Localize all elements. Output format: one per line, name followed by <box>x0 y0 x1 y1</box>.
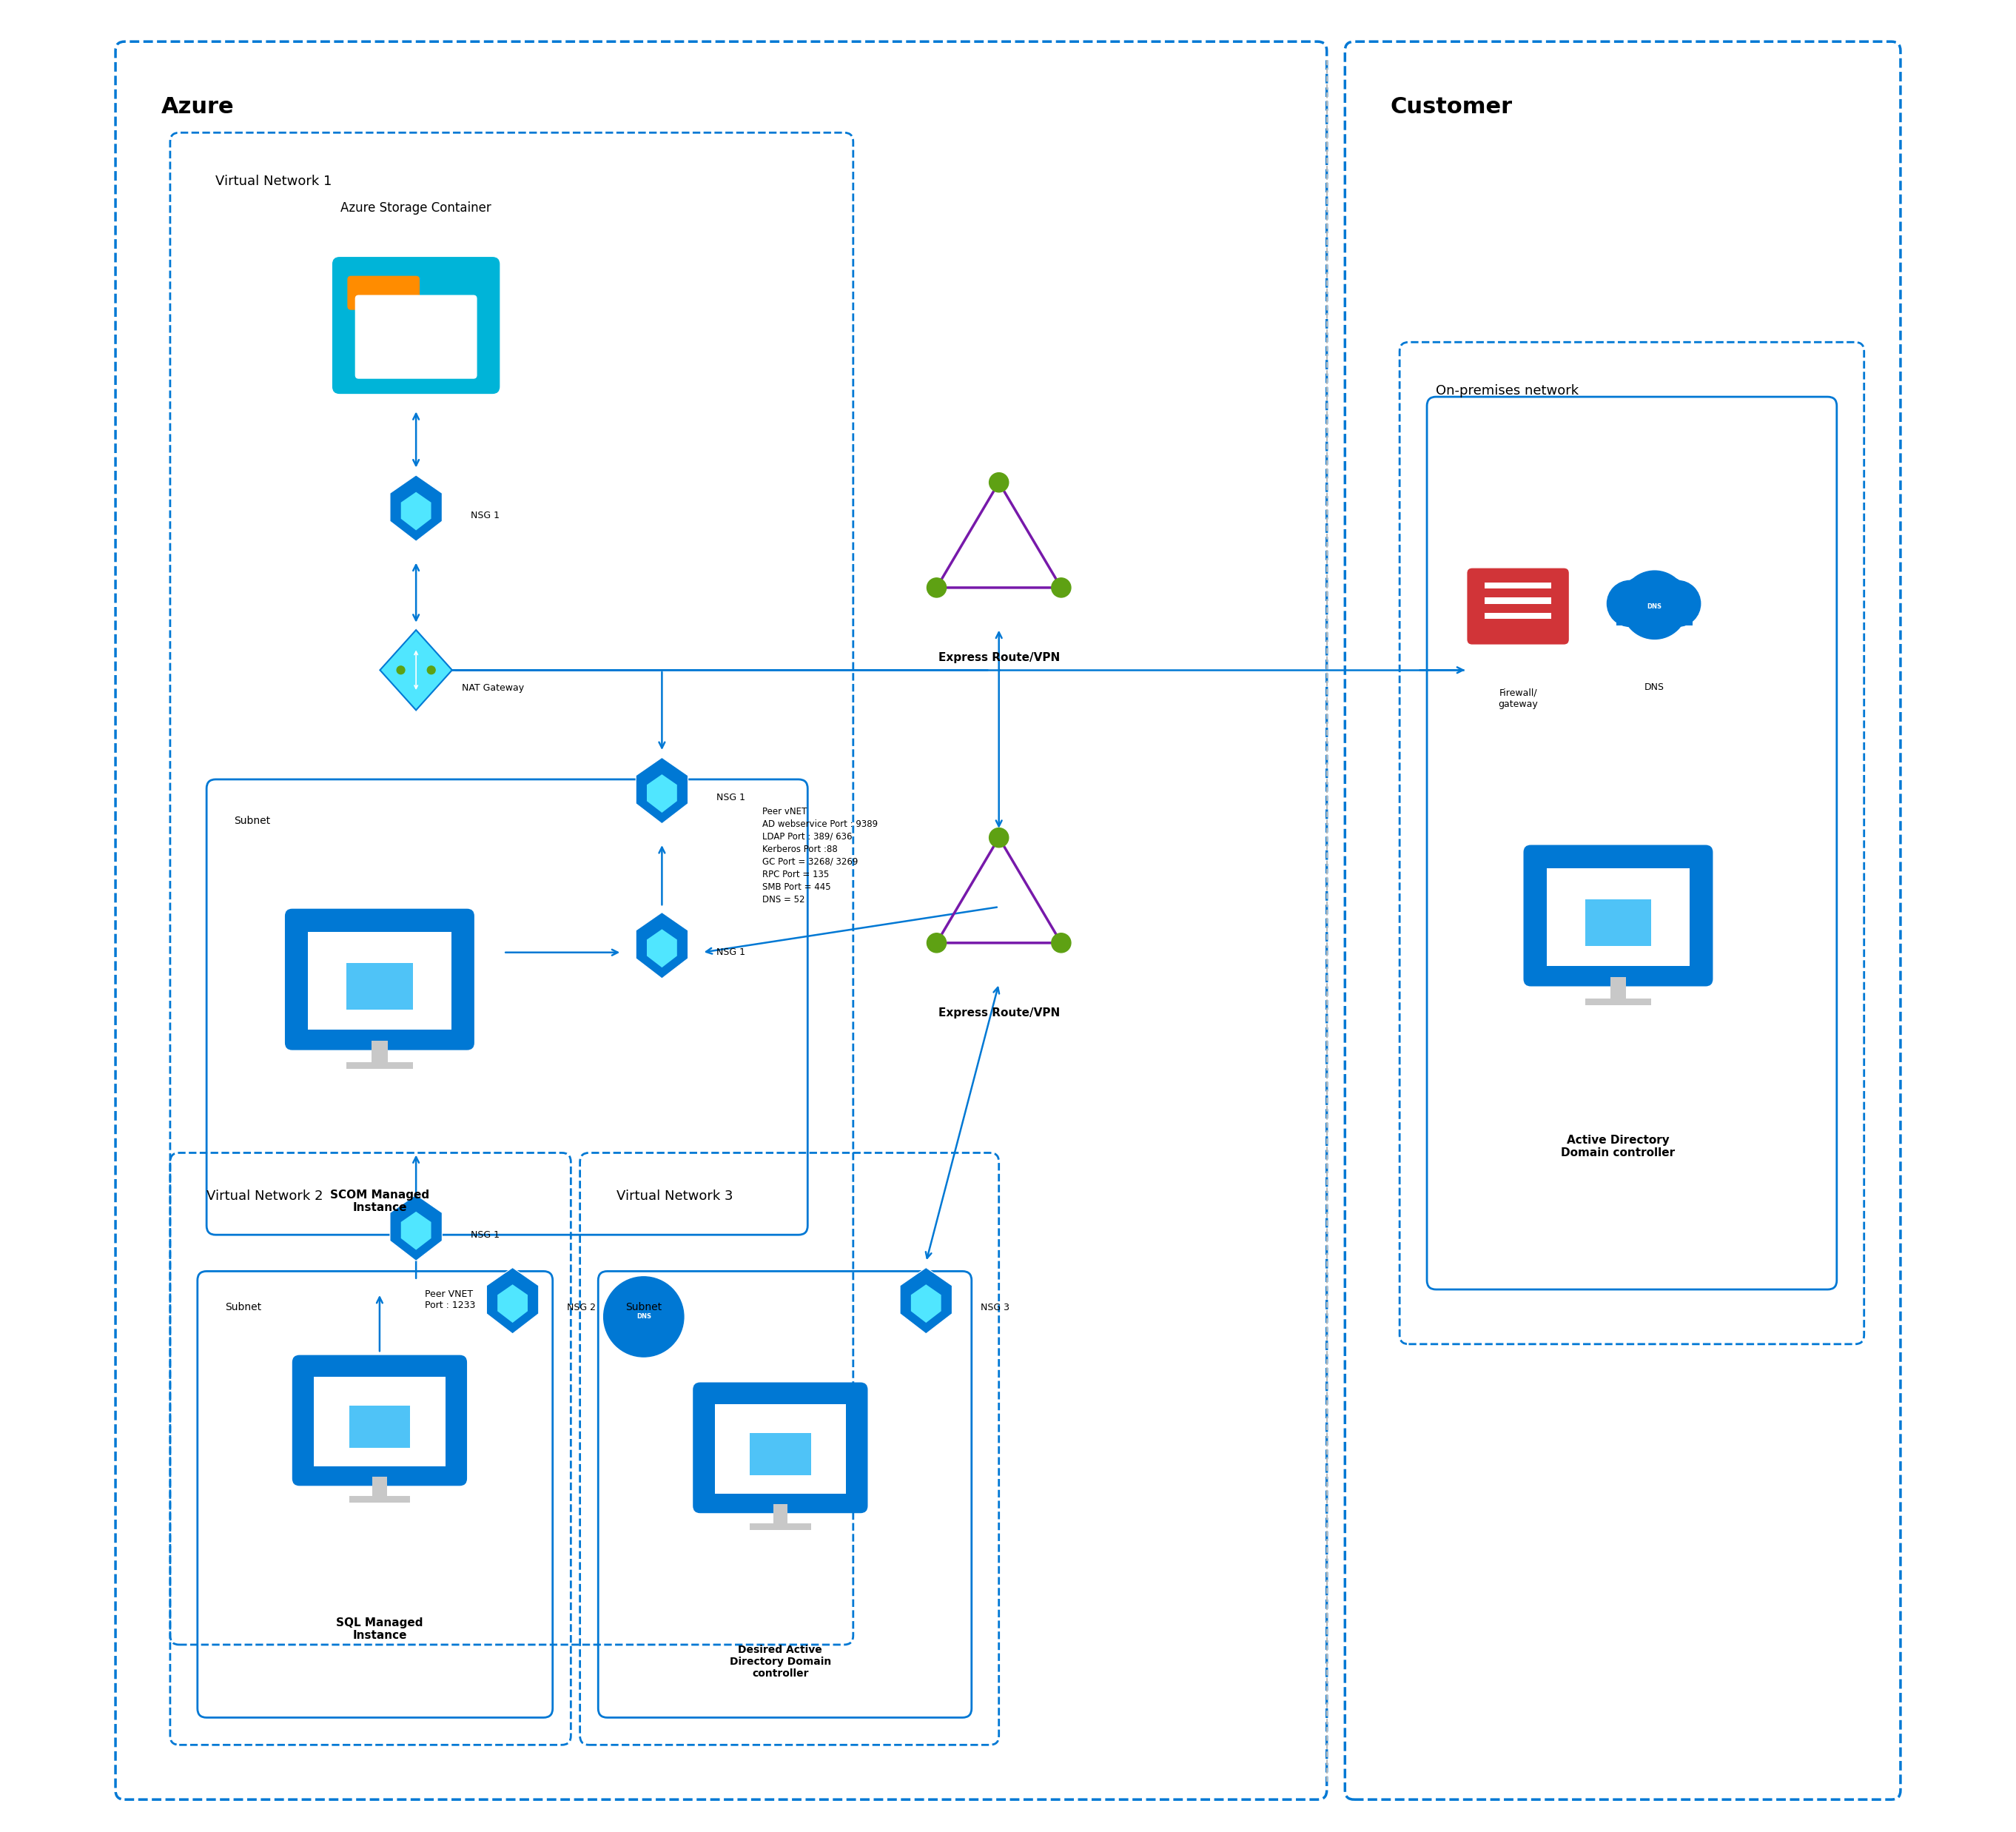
FancyBboxPatch shape <box>333 256 500 394</box>
Circle shape <box>990 828 1008 848</box>
Circle shape <box>927 932 946 953</box>
Bar <box>1486 614 1550 619</box>
FancyBboxPatch shape <box>714 1403 847 1493</box>
Text: Subnet: Subnet <box>625 1303 661 1312</box>
Text: SQL Managed
Instance: SQL Managed Instance <box>337 1618 423 1641</box>
Circle shape <box>1617 577 1671 630</box>
Circle shape <box>397 667 405 674</box>
FancyBboxPatch shape <box>292 1356 468 1486</box>
FancyBboxPatch shape <box>347 964 413 1009</box>
Text: Express Route/VPN: Express Route/VPN <box>937 652 1060 663</box>
FancyBboxPatch shape <box>349 1405 409 1447</box>
Text: Peer VNET
Port : 1233: Peer VNET Port : 1233 <box>425 1290 476 1310</box>
Text: Azure Storage Container: Azure Storage Container <box>341 202 492 214</box>
Polygon shape <box>401 1211 431 1249</box>
Polygon shape <box>389 1194 442 1260</box>
Polygon shape <box>647 929 677 967</box>
FancyBboxPatch shape <box>308 932 452 1030</box>
Polygon shape <box>635 757 687 824</box>
FancyBboxPatch shape <box>750 1433 810 1475</box>
Bar <box>373 1477 387 1499</box>
Text: NSG 3: NSG 3 <box>980 1303 1010 1312</box>
Bar <box>1486 583 1550 588</box>
Polygon shape <box>379 630 452 711</box>
Text: NSG 1: NSG 1 <box>716 793 746 802</box>
Polygon shape <box>647 775 677 813</box>
Bar <box>772 1504 788 1526</box>
Text: Subnet: Subnet <box>234 815 270 826</box>
Circle shape <box>427 667 435 674</box>
Text: Express Route/VPN: Express Route/VPN <box>937 1008 1060 1019</box>
Circle shape <box>1637 577 1691 630</box>
Circle shape <box>603 1277 683 1358</box>
Bar <box>1611 976 1627 1000</box>
Text: Virtual Network 3: Virtual Network 3 <box>617 1189 734 1202</box>
FancyBboxPatch shape <box>347 277 419 310</box>
Circle shape <box>927 577 946 597</box>
Circle shape <box>1655 581 1702 627</box>
Circle shape <box>990 473 1008 493</box>
FancyBboxPatch shape <box>1585 900 1651 945</box>
Text: Subnet: Subnet <box>224 1303 262 1312</box>
Text: NSG 1: NSG 1 <box>470 511 500 520</box>
Circle shape <box>1621 572 1687 636</box>
Text: DNS: DNS <box>1645 683 1665 692</box>
FancyBboxPatch shape <box>694 1383 867 1513</box>
Text: Virtual Network 1: Virtual Network 1 <box>216 174 333 189</box>
Bar <box>371 1041 387 1064</box>
Text: DNS: DNS <box>1647 603 1661 610</box>
FancyBboxPatch shape <box>314 1378 446 1467</box>
Text: Desired Active
Directory Domain
controller: Desired Active Directory Domain controll… <box>730 1645 831 1680</box>
Polygon shape <box>389 474 442 540</box>
FancyBboxPatch shape <box>284 909 474 1050</box>
Polygon shape <box>899 1268 952 1334</box>
Circle shape <box>1621 573 1687 639</box>
FancyBboxPatch shape <box>1546 868 1689 965</box>
Polygon shape <box>486 1268 538 1334</box>
Text: On-premises network: On-premises network <box>1435 385 1579 398</box>
Text: SCOM Managed
Instance: SCOM Managed Instance <box>331 1189 429 1213</box>
Text: Firewall/
gateway: Firewall/ gateway <box>1498 689 1538 709</box>
Text: NSG 1: NSG 1 <box>716 947 746 958</box>
Circle shape <box>1607 581 1653 627</box>
Bar <box>1617 601 1693 625</box>
Bar <box>1486 597 1550 605</box>
Polygon shape <box>635 912 687 978</box>
Text: NSG 1: NSG 1 <box>470 1229 500 1240</box>
Polygon shape <box>401 493 431 529</box>
Text: NAT Gateway: NAT Gateway <box>462 683 524 692</box>
Circle shape <box>1052 932 1070 953</box>
Bar <box>347 1063 413 1070</box>
Text: NSG 2: NSG 2 <box>566 1303 597 1312</box>
FancyBboxPatch shape <box>1466 568 1568 645</box>
FancyBboxPatch shape <box>1524 845 1714 986</box>
Text: DNS: DNS <box>637 1314 651 1321</box>
Circle shape <box>1052 577 1070 597</box>
Bar <box>750 1524 810 1530</box>
Bar <box>1585 998 1651 1006</box>
Text: Active Directory
Domain controller: Active Directory Domain controller <box>1560 1134 1675 1158</box>
FancyBboxPatch shape <box>355 295 478 379</box>
Bar <box>349 1497 409 1502</box>
Text: Virtual Network 2: Virtual Network 2 <box>206 1189 323 1202</box>
Polygon shape <box>498 1284 528 1323</box>
Polygon shape <box>911 1284 941 1323</box>
Text: Azure: Azure <box>161 97 234 117</box>
Text: Peer vNET
AD webservice Port : 9389
LDAP Port : 389/ 636
Kerberos Port :88
GC Po: Peer vNET AD webservice Port : 9389 LDAP… <box>762 806 877 905</box>
Text: Customer: Customer <box>1391 97 1512 117</box>
